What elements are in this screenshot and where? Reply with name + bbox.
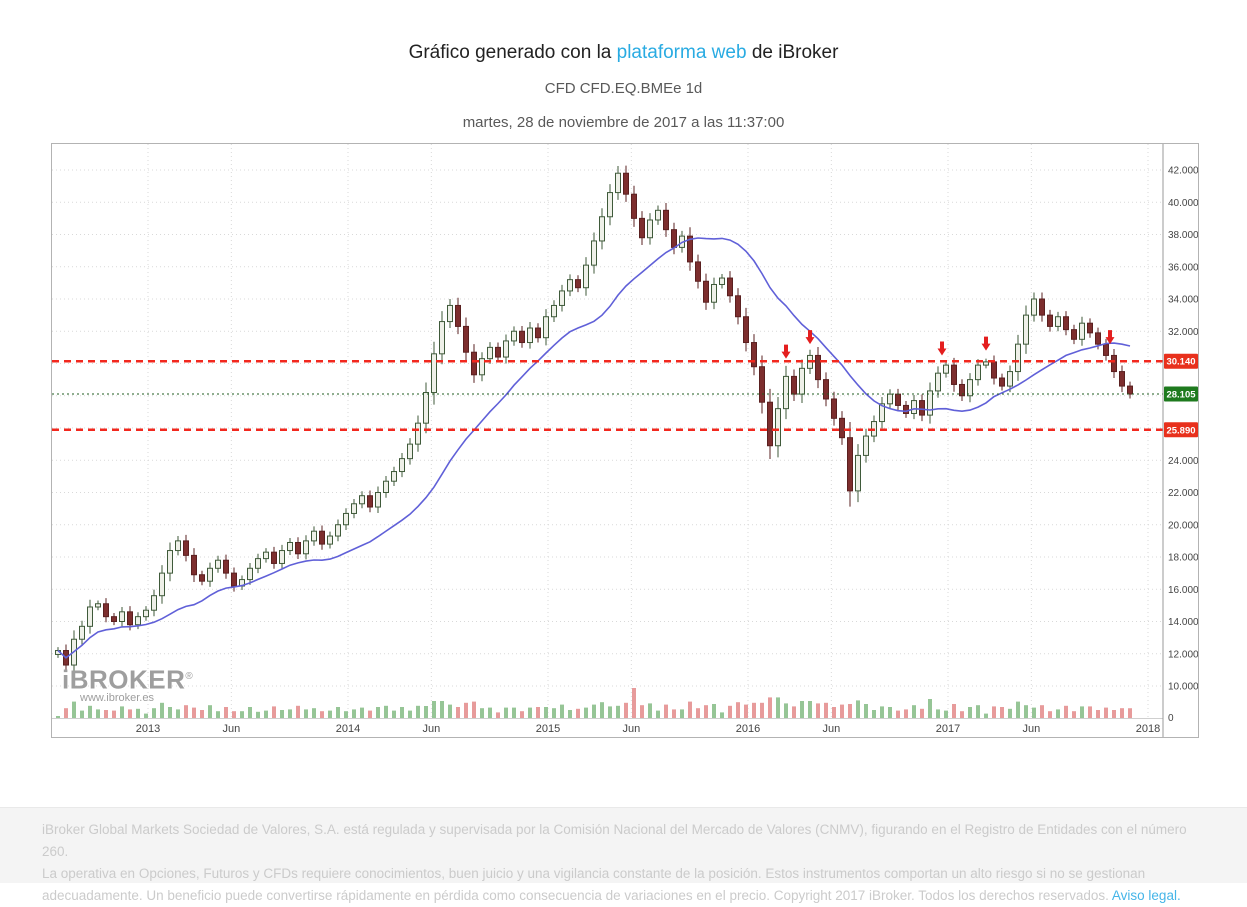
svg-text:34.000: 34.000 — [1168, 295, 1198, 306]
moving-average-line — [57, 237, 1131, 659]
svg-text:36.000: 36.000 — [1168, 262, 1198, 273]
svg-text:2016: 2016 — [736, 723, 760, 735]
svg-text:30.140: 30.140 — [1166, 357, 1195, 368]
regulatory-text: iBroker Global Markets Sociedad de Valor… — [42, 822, 1187, 859]
sell-signal-arrows — [781, 330, 1115, 359]
svg-text:2015: 2015 — [536, 723, 560, 735]
ibroker-logo: iBROKER® — [62, 664, 194, 695]
svg-text:Jun: Jun — [1022, 723, 1040, 735]
ibroker-watermark: iBROKER® www.ibroker.es — [62, 664, 193, 704]
svg-text:16.000: 16.000 — [1168, 585, 1198, 596]
svg-text:18.000: 18.000 — [1168, 553, 1198, 564]
platform-web-link[interactable]: plataforma web — [616, 42, 747, 63]
price-level-lines — [52, 359, 1163, 432]
chart-timestamp: martes, 28 de noviembre de 2017 a las 11… — [462, 114, 785, 131]
registered-mark: ® — [185, 671, 194, 682]
volume-bars — [56, 688, 1132, 718]
svg-text:40.000: 40.000 — [1168, 198, 1198, 209]
svg-text:Jun: Jun — [622, 723, 640, 735]
svg-text:28.105: 28.105 — [1166, 390, 1196, 401]
svg-text:22.000: 22.000 — [1168, 488, 1198, 499]
svg-text:25.890: 25.890 — [1166, 425, 1195, 436]
svg-text:0: 0 — [1168, 713, 1174, 724]
svg-text:Jun: Jun — [822, 723, 840, 735]
svg-text:42.000: 42.000 — [1168, 166, 1198, 177]
svg-text:2014: 2014 — [336, 723, 360, 735]
svg-text:20.000: 20.000 — [1168, 520, 1198, 531]
x-axis-labels: 2013 Jun 2014 Jun 2015 Jun 2016 Jun 2017 Jun 2018 — [136, 723, 1160, 735]
title-suffix: de iBroker — [746, 42, 839, 63]
price-grid — [52, 144, 1163, 719]
legal-footer: iBroker Global Markets Sociedad de Valor… — [0, 807, 1247, 903]
svg-text:Jun: Jun — [222, 723, 240, 735]
svg-text:38.000: 38.000 — [1168, 230, 1198, 241]
instrument-subtitle: CFD CFD.EQ.BMEe 1d — [544, 80, 703, 97]
risk-warning-text: La operativa en Opciones, Futuros y CFDs… — [42, 866, 1181, 903]
aviso-legal-link[interactable]: Aviso legal. — [1111, 888, 1181, 903]
price-chart: 42.000 40.000 38.000 36.000 34.000 32.000 24.0… — [51, 143, 1199, 738]
svg-text:10.000: 10.000 — [1168, 682, 1198, 693]
candlestick-series — [55, 165, 1133, 674]
svg-text:14.000: 14.000 — [1168, 617, 1198, 628]
ibroker-url: www.ibroker.es — [80, 691, 154, 704]
svg-text:2017: 2017 — [936, 723, 960, 735]
svg-text:12.000: 12.000 — [1168, 649, 1198, 660]
page-header: Gráfico generado con la plataforma web d… — [0, 0, 1247, 131]
page-title: Gráfico generado con la plataforma web d… — [0, 42, 1247, 64]
svg-text:2013: 2013 — [136, 723, 160, 735]
y-axis-labels: 42.000 40.000 38.000 36.000 34.000 32.000 24.0… — [1164, 166, 1198, 724]
chart-canvas: 42.000 40.000 38.000 36.000 34.000 32.000 24.0… — [52, 144, 1198, 737]
svg-text:32.000: 32.000 — [1168, 327, 1198, 338]
title-prefix: Gráfico generado con la — [408, 42, 617, 63]
svg-text:24.000: 24.000 — [1168, 456, 1198, 467]
svg-text:2018: 2018 — [1136, 723, 1160, 735]
svg-text:Jun: Jun — [422, 723, 440, 735]
